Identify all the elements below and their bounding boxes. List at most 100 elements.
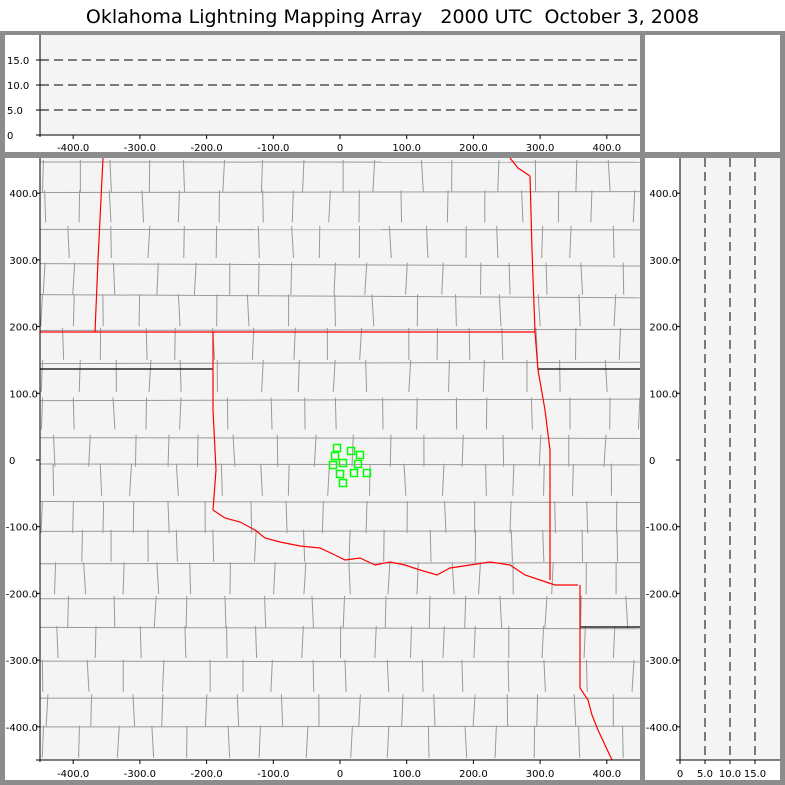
county-line	[204, 694, 208, 727]
county-line	[167, 501, 170, 534]
county-line	[280, 694, 284, 727]
county-line	[177, 294, 181, 327]
county-line	[139, 625, 142, 658]
county-line	[270, 659, 273, 692]
county-line	[541, 625, 545, 659]
county-line	[81, 529, 83, 562]
y-tick-label: 0	[649, 456, 655, 467]
lightning-source-marker	[338, 458, 348, 468]
county-line	[41, 725, 45, 758]
county-line	[545, 262, 548, 295]
y-tick-label: 100.0	[649, 389, 678, 400]
county-line	[285, 501, 288, 534]
altitude-panel: 15.0 10.0 5.0 0 -400.0 -300.0 -200.0 -100.0 0 100…	[5, 35, 640, 154]
county-line	[369, 463, 371, 496]
county-line	[446, 190, 449, 223]
county-line	[607, 159, 611, 193]
county-line	[464, 595, 467, 628]
county-line	[40, 361, 640, 365]
county-line	[448, 359, 450, 393]
x-tick-label: 400.0	[592, 769, 621, 780]
county-line	[287, 463, 290, 496]
county-line	[578, 294, 581, 327]
county-line	[257, 225, 260, 259]
county-line	[425, 225, 429, 259]
x-tick-label: 100.0	[392, 143, 421, 154]
county-line	[544, 595, 548, 628]
county-line	[175, 529, 178, 562]
county-line	[569, 225, 572, 259]
y-tick-label: 300.0	[649, 256, 678, 267]
county-line	[177, 190, 180, 223]
county-line	[212, 529, 215, 562]
county-line	[496, 225, 499, 259]
chart-title: Oklahoma Lightning Mapping Array 2000 UT…	[0, 0, 785, 31]
county-line	[182, 159, 186, 193]
lightning-source-marker	[346, 446, 356, 456]
lightning-source-marker	[332, 443, 342, 453]
county-line	[110, 225, 112, 259]
county-line	[193, 262, 197, 295]
y-tick-label: -400.0	[646, 723, 678, 734]
county-line	[433, 694, 436, 727]
county-line	[613, 294, 617, 327]
county-line	[507, 659, 510, 692]
x-tick-label: 10.0	[719, 769, 741, 780]
x-tick-label: -100.0	[257, 769, 289, 780]
county-line	[618, 327, 622, 360]
county-line	[400, 190, 403, 223]
x-tick-label: 200.0	[459, 769, 488, 780]
county-line	[67, 595, 69, 628]
lightning-source-marker	[362, 468, 372, 478]
county-line	[621, 725, 624, 758]
lightning-source-marker	[353, 459, 363, 469]
county-line	[254, 625, 258, 658]
county-line	[45, 694, 49, 727]
county-line	[141, 190, 145, 223]
county-line	[302, 159, 305, 193]
county-line	[365, 359, 368, 393]
y-tick-label: -300.0	[646, 656, 678, 667]
county-line	[342, 595, 346, 628]
county-line	[291, 225, 294, 259]
county-line	[616, 529, 619, 562]
county-line	[236, 694, 240, 727]
state-borders	[40, 158, 640, 760]
county-line	[145, 397, 148, 430]
county-line	[441, 262, 444, 295]
county-line	[573, 694, 577, 727]
county-line	[90, 694, 93, 727]
lightning-source-marker	[355, 450, 365, 460]
lightning-source-marker	[335, 469, 345, 479]
county-line	[112, 262, 116, 295]
county-line	[371, 294, 375, 327]
county-line	[174, 327, 176, 360]
county-line	[196, 434, 199, 467]
county-line	[290, 262, 293, 295]
county-line	[258, 725, 261, 758]
x-tick-label: 5.0	[697, 769, 713, 780]
county-borders	[40, 159, 640, 758]
county-line	[167, 434, 170, 467]
county-line	[305, 725, 309, 758]
county-line	[455, 294, 457, 327]
lightning-source-marker	[338, 478, 348, 488]
county-line	[161, 694, 164, 727]
y-tick-label: -200.0	[646, 589, 678, 600]
county-line	[161, 659, 165, 692]
county-line	[416, 397, 418, 430]
county-line	[585, 659, 588, 692]
county-line	[334, 397, 337, 430]
county-line	[224, 595, 227, 628]
county-line	[374, 625, 377, 659]
county-line	[311, 595, 315, 628]
county-line	[302, 529, 306, 562]
county-line	[40, 500, 640, 504]
county-line	[530, 397, 533, 430]
county-line	[86, 659, 90, 692]
county-line	[116, 725, 120, 758]
x-tick-label: -200.0	[190, 143, 222, 154]
county-line	[365, 501, 368, 534]
county-line	[583, 625, 586, 658]
lightning-source-marker	[349, 468, 359, 478]
